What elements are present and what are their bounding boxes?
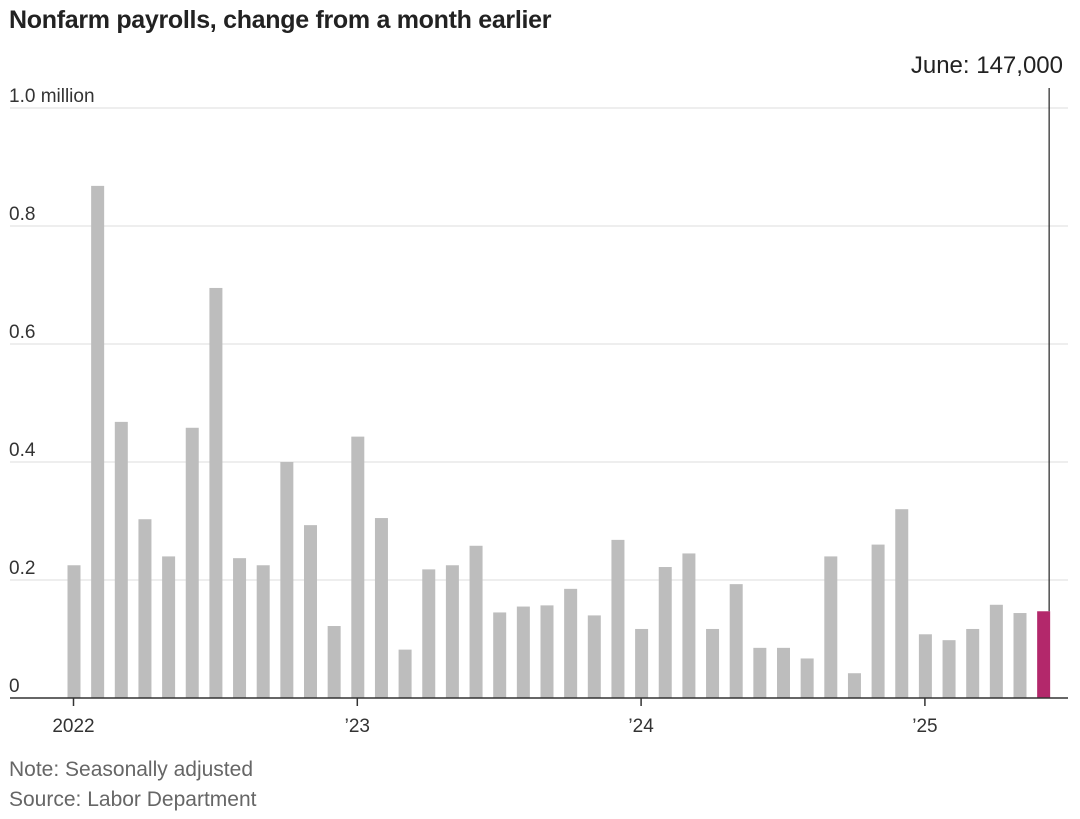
bar [304,525,317,698]
bars [67,185,1051,698]
x-tick-label: ’24 [628,716,654,737]
bar [445,565,459,698]
bar [753,647,767,698]
chart-title: Nonfarm payrolls, change from a month ea… [9,6,552,34]
bar [209,287,223,698]
y-tick-label: 1.0 million [9,86,95,107]
bar [351,436,365,698]
bar [989,604,1003,698]
bar [422,569,436,698]
bar [327,626,341,698]
bar [162,556,176,698]
bar [91,185,105,698]
bar [587,615,601,698]
bar [516,606,530,698]
bar [233,558,247,698]
x-tick-label: ’25 [912,716,937,737]
chart-source: Source: Labor Department [9,788,257,811]
x-tick-label: ’23 [345,716,370,737]
highlight-bar [1037,611,1051,698]
chart-note: Note: Seasonally adjusted [9,758,253,781]
bar [966,628,980,698]
bar [871,544,885,698]
y-tick-label: 0.8 [9,204,35,225]
bar [682,553,696,698]
bar [777,647,790,698]
bar [185,427,199,698]
y-tick-label: 0.4 [9,440,36,461]
bar [138,519,152,698]
annotation-label: June: 147,000 [911,52,1063,79]
bar [895,509,909,698]
bar [564,588,578,698]
bar [729,584,743,698]
bar [800,658,814,698]
annotation: June: 147,000 [911,52,1063,612]
bar [918,634,932,698]
bar [398,649,412,698]
bar [847,673,861,698]
y-tick-label: 0.2 [9,558,35,579]
bar [540,605,554,698]
bar [824,556,838,698]
x-axis: 2022 ’23 ’24 ’25 [10,697,1068,737]
bar [256,565,270,698]
y-tick-label: 0 [9,676,20,697]
bar [706,628,720,698]
bar [114,421,128,698]
bar [67,565,81,698]
bar [280,462,294,698]
bar [469,545,483,698]
bar [493,612,507,698]
bar [611,539,625,698]
bar [1013,613,1027,698]
y-tick-label: 0.6 [9,322,35,343]
bar [374,518,388,698]
bar [942,640,956,698]
bar [658,567,672,698]
x-tick-label: 2022 [52,716,94,737]
bar [635,628,649,698]
